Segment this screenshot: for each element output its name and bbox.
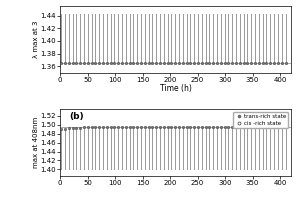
trans-rich state — [132, 126, 135, 128]
Legend: trans-rich state, cis -rich state: trans-rich state, cis -rich state — [233, 112, 288, 128]
X-axis label: Time (h): Time (h) — [160, 84, 191, 93]
Line: trans-rich state: trans-rich state — [60, 126, 287, 131]
Y-axis label: λ max at 3: λ max at 3 — [33, 21, 39, 58]
trans-rich state — [135, 126, 139, 128]
trans-rich state — [59, 128, 63, 131]
trans-rich state — [284, 126, 287, 128]
trans-rich state — [116, 126, 120, 128]
trans-rich state — [200, 126, 204, 128]
trans-rich state — [124, 126, 128, 128]
trans-rich state — [97, 126, 101, 128]
Y-axis label: max at 408nm: max at 408nm — [33, 117, 39, 168]
Text: (b): (b) — [69, 112, 84, 121]
